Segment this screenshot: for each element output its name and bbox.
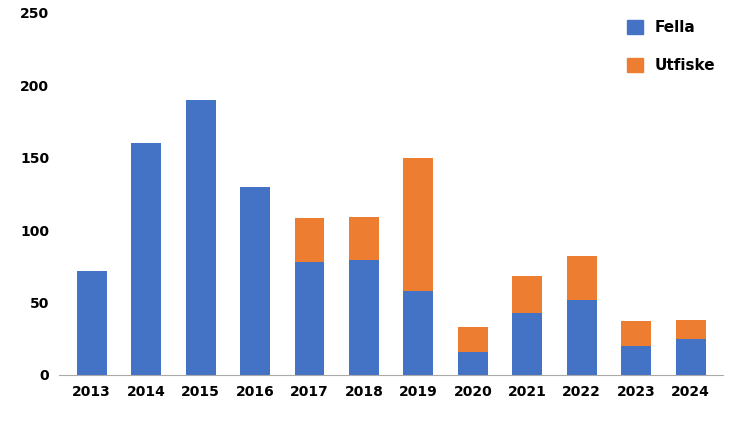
Bar: [240, 187, 270, 375]
Bar: [294, 219, 325, 262]
Bar: [512, 276, 542, 313]
Legend: Fella, Utfiske: Fella, Utfiske: [627, 20, 716, 73]
Bar: [621, 346, 651, 375]
Bar: [404, 158, 433, 291]
Bar: [567, 256, 596, 299]
Bar: [567, 299, 596, 375]
Bar: [512, 313, 542, 375]
Bar: [349, 217, 379, 260]
Bar: [186, 100, 215, 375]
Bar: [131, 143, 161, 375]
Bar: [621, 321, 651, 346]
Bar: [294, 262, 325, 375]
Bar: [458, 327, 488, 352]
Bar: [349, 260, 379, 375]
Bar: [675, 339, 706, 375]
Bar: [675, 320, 706, 339]
Bar: [77, 271, 107, 375]
Bar: [404, 291, 433, 375]
Bar: [458, 352, 488, 375]
